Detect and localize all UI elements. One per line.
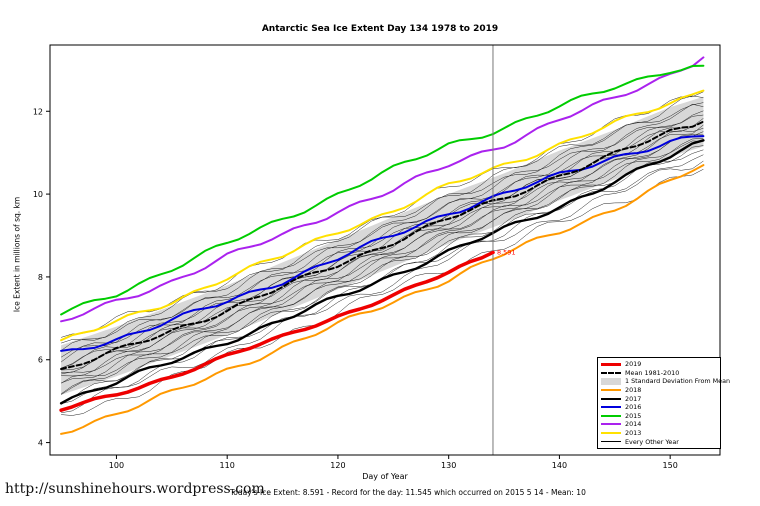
legend-item: Mean 1981-2010 [601, 369, 717, 378]
legend-label: 1 Standard Deviation From Mean [625, 377, 731, 386]
plot-border [49, 44, 721, 456]
series-mean-1981-2010 [60, 120, 705, 370]
legend-label: Mean 1981-2010 [625, 368, 680, 377]
every-other-year-line [61, 118, 704, 369]
legend-swatch [601, 423, 621, 426]
annotation-point [491, 250, 495, 255]
legend-item: 1 Standard Deviation From Mean [601, 377, 730, 386]
legend-swatch [601, 377, 621, 385]
legend-item: 2014 [601, 420, 717, 429]
legend-label: 2013 [625, 429, 642, 438]
x-tick-label: 150 [663, 461, 678, 470]
series-2014 [60, 56, 705, 323]
every-other-year-line [61, 131, 704, 375]
legend-item: 2013 [601, 429, 717, 438]
chart-canvas: 100 110 120 130 140 150 4 6 8 10 12 8.591 [33, 44, 721, 470]
series-2018 [60, 164, 705, 435]
every-other-year-line [60, 110, 704, 363]
every-other-year-line [60, 140, 704, 395]
legend-swatch [601, 432, 621, 435]
legend-item: 2016 [601, 403, 717, 412]
legend-label: 2015 [625, 411, 642, 420]
footer-stats: Today's Ice Extent: 8.591 - Record for t… [230, 488, 586, 497]
series-2016 [60, 135, 705, 352]
x-tick-label: 140 [552, 461, 567, 470]
chart-title: Antarctic Sea Ice Extent Day 134 1978 to… [261, 24, 499, 34]
series-2019 [59, 250, 495, 412]
legend-swatch [601, 389, 621, 392]
legend: 2019 Mean 1981-2010 1 Standard Deviation F… [597, 357, 730, 449]
legend-swatch [601, 441, 621, 443]
series-2017 [59, 139, 705, 405]
legend-swatch [601, 397, 621, 400]
every-other-year-line [61, 134, 704, 384]
legend-label: 2018 [625, 386, 642, 395]
legend-label: 2014 [625, 420, 642, 429]
legend-label: Every Other Year [625, 437, 679, 446]
legend-swatch [601, 406, 621, 409]
every-other-year-line [61, 160, 704, 414]
y-tick-label: 10 [33, 190, 43, 199]
x-axis-label: Day of Year [362, 472, 408, 481]
legend-item: 2015 [601, 412, 717, 421]
series-2013 [60, 89, 705, 342]
legend-swatch [601, 371, 621, 374]
x-tick-label: 120 [330, 461, 345, 470]
every-other-year-line [61, 127, 704, 377]
y-tick-label: 4 [38, 439, 43, 448]
x-tick-label: 130 [441, 461, 456, 470]
every-other-year-line [60, 102, 704, 351]
y-tick-label: 6 [38, 356, 43, 365]
legend-label: 2016 [625, 403, 642, 412]
legend-label: 2017 [625, 394, 642, 403]
every-other-year-line [60, 145, 704, 395]
legend-item: 2019 [601, 360, 717, 369]
annotation-label: 8.591 [497, 248, 516, 256]
legend-label: 2019 [625, 360, 642, 369]
series-2015 [60, 64, 705, 316]
site-url[interactable]: http://sunshinehours.wordpress.com [5, 481, 265, 497]
legend-item: Every Other Year [601, 437, 717, 446]
legend-item: 2017 [601, 394, 717, 403]
x-tick-label: 110 [220, 461, 235, 470]
every-other-year-line [60, 103, 704, 358]
y-axis-label: Ice Extent in millions of sq. km [12, 196, 22, 313]
legend-swatch [601, 362, 621, 366]
std-dev-band [61, 96, 704, 395]
y-tick-label: 8 [38, 273, 43, 282]
x-tick-label: 100 [109, 461, 124, 470]
y-tick-label: 12 [33, 107, 43, 116]
legend-item: 2018 [601, 386, 717, 395]
legend-swatch [601, 414, 621, 417]
